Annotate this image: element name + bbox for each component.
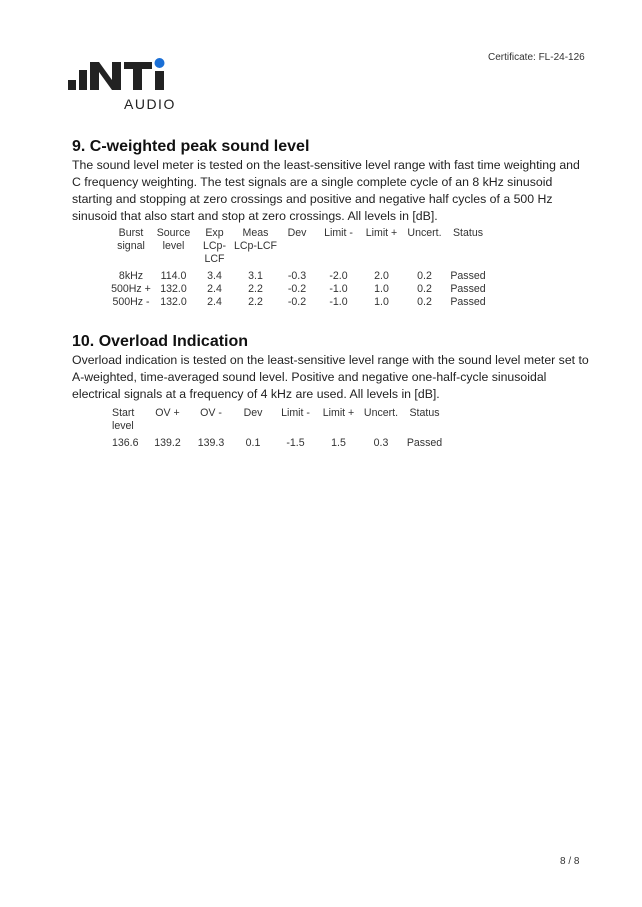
page-number: 8 / 8	[560, 856, 580, 867]
column-header: OV -	[200, 407, 222, 419]
table-cell: Passed	[450, 296, 486, 308]
column-header: Dev	[287, 227, 307, 239]
column-header	[403, 240, 446, 266]
table-cell: 8kHz	[118, 270, 144, 282]
table-cell: 2.4	[207, 296, 222, 308]
column-header: Burst	[118, 227, 144, 239]
column-header	[274, 420, 317, 433]
table-cell: 0.2	[417, 270, 432, 282]
column-header: Uncert.	[407, 227, 442, 239]
table-cell: 0.3	[373, 437, 389, 449]
table-cell: 139.3	[197, 437, 225, 449]
certificate-number: Certificate: FL-24-126	[488, 52, 585, 63]
column-header	[317, 240, 360, 266]
column-header: Source	[156, 227, 191, 239]
table-cell: 500Hz -	[112, 296, 150, 308]
table-cell: 1.0	[374, 296, 389, 308]
overload-indication-table: Start OV + OV - Dev Limit - Limit + Uncert. Sta…	[105, 407, 447, 450]
table-cell: -1.0	[329, 283, 348, 295]
column-header	[360, 420, 402, 433]
table-cell: 3.4	[207, 270, 222, 282]
table-cell: Passed	[450, 270, 486, 282]
table-cell: 136.6	[112, 437, 139, 449]
table-cell: 500Hz +	[111, 283, 151, 295]
table-cell: 132.0	[160, 283, 187, 295]
column-header	[277, 240, 317, 266]
table-cell: -1.5	[286, 437, 305, 449]
column-header: Uncert.	[363, 407, 399, 419]
section-9-description: The sound level meter is tested on the l…	[72, 158, 580, 223]
table-cell: Passed	[406, 437, 443, 449]
column-header: Status	[409, 407, 440, 419]
c-weighted-peak-table: Burst Source Exp Meas Dev Limit - Limit + Uncer…	[110, 227, 490, 309]
table-cell: -1.0	[329, 296, 348, 308]
column-header: Meas	[242, 227, 269, 239]
column-header: Dev	[243, 407, 263, 419]
table-cell: 1.5	[331, 437, 346, 449]
column-header: Status	[452, 227, 484, 239]
column-header: LCp-LCF	[234, 240, 277, 252]
table-cell: 3.1	[248, 270, 263, 282]
table-cell: -0.3	[287, 270, 307, 282]
table-cell: 2.0	[374, 270, 389, 282]
table-cell: 2.2	[248, 283, 263, 295]
column-header: signal	[117, 240, 145, 252]
column-header: LCp-LCF	[203, 240, 226, 265]
column-header: Start	[112, 407, 135, 419]
column-header	[232, 420, 274, 433]
table-cell: 1.0	[374, 283, 389, 295]
column-header	[317, 420, 360, 433]
column-header	[446, 240, 490, 266]
table-cell: 0.2	[417, 283, 432, 295]
table-cell: -2.0	[329, 270, 348, 282]
column-header	[190, 420, 232, 433]
column-header	[360, 240, 403, 266]
column-header: Limit +	[322, 407, 355, 419]
column-header: OV +	[155, 407, 180, 419]
table-cell: 0.1	[245, 437, 261, 449]
column-header: level	[162, 240, 185, 252]
nti-audio-logo: AUDIO	[68, 58, 176, 112]
column-header: Limit +	[365, 227, 398, 239]
column-header: Limit -	[281, 407, 310, 419]
table-cell: 132.0	[160, 296, 187, 308]
svg-text:AUDIO: AUDIO	[124, 96, 176, 112]
table-cell: -0.2	[287, 296, 307, 308]
column-header: Limit -	[324, 227, 353, 239]
table-cell: 2.4	[207, 283, 222, 295]
table-cell: -0.2	[287, 283, 307, 295]
table-cell: 114.0	[160, 270, 187, 282]
section-9-title: 9. C-weighted peak sound level	[72, 138, 310, 155]
section-10-title: 10. Overload Indication	[72, 333, 249, 350]
table-cell: 0.2	[417, 296, 432, 308]
table-cell: Passed	[450, 283, 486, 295]
column-header	[145, 420, 190, 433]
table-cell: 139.2	[154, 437, 181, 449]
column-header: Exp	[205, 227, 224, 239]
column-header: level	[112, 420, 134, 432]
table-cell: 2.2	[248, 296, 263, 308]
section-10-description: Overload indication is tested on the lea…	[72, 353, 589, 401]
column-header	[402, 420, 447, 433]
